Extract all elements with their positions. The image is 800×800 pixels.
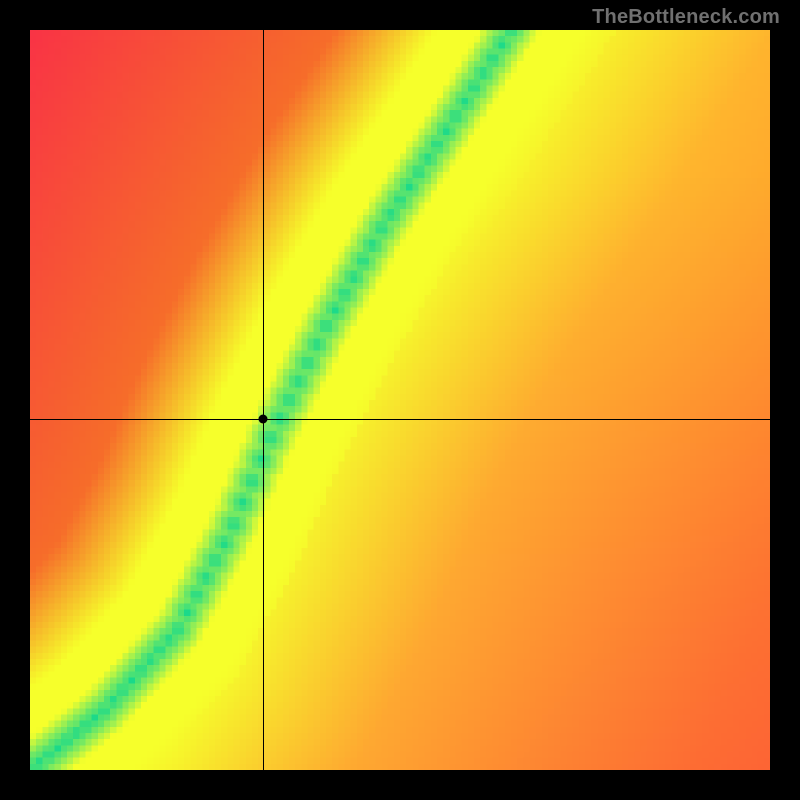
selection-marker — [259, 414, 268, 423]
crosshair-vertical — [263, 30, 264, 770]
heatmap-plot — [30, 30, 770, 770]
watermark-text: TheBottleneck.com — [592, 6, 780, 29]
heatmap-canvas — [30, 30, 770, 770]
crosshair-horizontal — [30, 419, 770, 420]
